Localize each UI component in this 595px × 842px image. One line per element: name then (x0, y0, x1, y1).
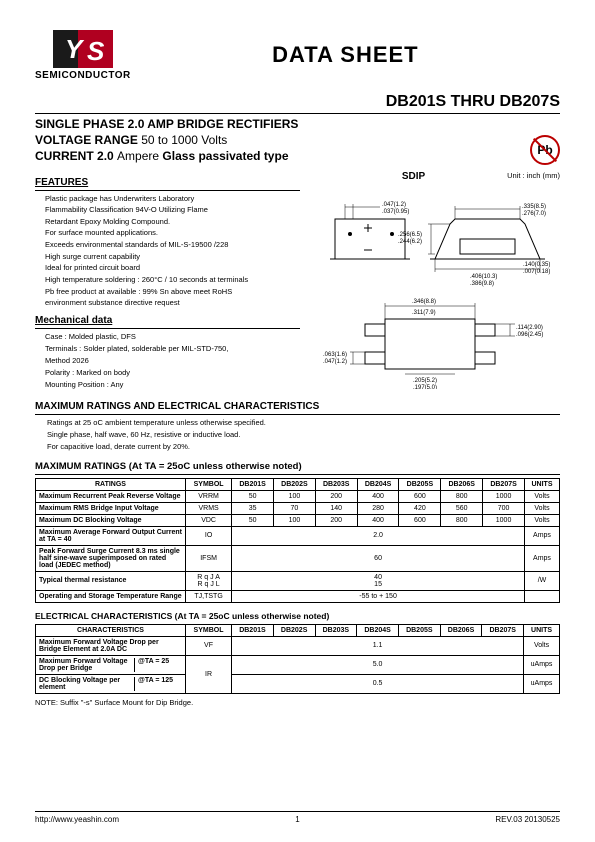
footer-page: 1 (295, 815, 299, 824)
dim: .256(6.5) (398, 232, 422, 238)
elec-char-title: ELECTRICAL CHARACTERISTICS (At TA = 25oC… (35, 611, 560, 621)
main-columns: FEATURES Plastic package has Underwriter… (35, 171, 560, 391)
ratings-section-title: MAXIMUM RATINGS AND ELECTRICAL CHARACTER… (35, 401, 560, 412)
pb-free-icon: Pb (530, 135, 560, 165)
dim: .047(1.2) (382, 202, 406, 208)
right-column: SDIP Unit : inch (mm) .047(1.2) .037(0.9… (320, 171, 560, 391)
spec-line1: SINGLE PHASE 2.0 AMP BRIDGE RECTIFIERS (35, 116, 298, 132)
dim: .205(5.2) (413, 378, 437, 384)
header: Y S SEMICONDUCTOR DATA SHEET (35, 30, 560, 81)
dim: .311(7.9) (412, 310, 436, 316)
feature-item: Flammability Classification 94V-O Utiliz… (45, 204, 300, 216)
mech-item: Terminals : Solder plated, solderable pe… (45, 343, 300, 355)
footnote: NOTE: Suffix "-s" Surface Mount for Dip … (35, 698, 560, 707)
dim: .386(9.8) (470, 281, 494, 287)
spec-line2: VOLTAGE RANGE 50 to 1000 Volts (35, 132, 298, 148)
dim: .037(0.95) (382, 209, 409, 215)
spec-heading: SINGLE PHASE 2.0 AMP BRIDGE RECTIFIERS V… (35, 116, 298, 165)
feature-item: Retardant Epoxy Molding Compound. (45, 216, 300, 228)
divider (35, 414, 560, 415)
part-range-row: DB201S THRU DB207S (35, 89, 560, 111)
package-diagram-bottom: .346(8.8) .311(7.9) .063(1.6) .047(1.2) … (320, 294, 560, 389)
semiconductor-label: SEMICONDUCTOR (35, 70, 131, 81)
mech-item: Case : Molded plastic, DFS (45, 331, 300, 343)
spec-line3: CURRENT 2.0 Ampere Glass passivated type (35, 148, 298, 164)
feature-item: Pb free product at available : 99% Sn ab… (45, 286, 300, 298)
spec-head-row: SINGLE PHASE 2.0 AMP BRIDGE RECTIFIERS V… (35, 116, 560, 165)
feature-item: Plastic package has Underwriters Laborat… (45, 193, 300, 205)
package-label: SDIP (320, 171, 507, 182)
mech-list: Case : Molded plastic, DFSTerminals : So… (35, 331, 300, 391)
title-block: DATA SHEET (131, 30, 560, 68)
mech-item: Method 2026 (45, 355, 300, 367)
feature-item: Exceeds environmental standards of MIL-S… (45, 239, 300, 251)
footer: http://www.yeashin.com 1 REV.03 20130525 (35, 811, 560, 824)
divider (35, 190, 300, 191)
dim: .346(8.8) (412, 299, 436, 305)
ratings-notes: Ratings at 25 oC ambient temperature unl… (35, 417, 560, 453)
dim: .335(8.5) (522, 204, 546, 210)
dim: .047(1.2) (323, 359, 347, 365)
footer-rev: REV.03 20130525 (495, 815, 560, 824)
doc-title: DATA SHEET (131, 42, 560, 68)
divider (35, 474, 560, 475)
dim: .007(0.18) (523, 269, 550, 275)
svg-text:Y: Y (65, 34, 85, 64)
dim: .114(2.90) (516, 325, 543, 331)
ratings-note-line: For capacitive load, derate current by 2… (47, 441, 560, 453)
dim: .406(10.3) (470, 274, 497, 280)
feature-item: For surface mounted applications. (45, 227, 300, 239)
dim: .197(5.0) (413, 385, 437, 389)
divider (35, 328, 300, 329)
logo-block: Y S SEMICONDUCTOR (35, 30, 131, 81)
mech-title: Mechanical data (35, 315, 300, 326)
features-list: Plastic package has Underwriters Laborat… (35, 193, 300, 309)
part-range: DB201S THRU DB207S (386, 93, 560, 111)
feature-item: High temperature soldering : 260°C / 10 … (45, 274, 300, 286)
dim: .140(0.35) (523, 262, 550, 268)
dim: .063(1.6) (323, 352, 347, 358)
left-column: FEATURES Plastic package has Underwriter… (35, 171, 300, 391)
max-ratings-table: RATINGSSYMBOLDB201SDB202SDB203SDB204SDB2… (35, 478, 560, 603)
ratings-note-line: Ratings at 25 oC ambient temperature unl… (47, 417, 560, 429)
max-ratings-title: MAXIMUM RATINGS (At TA = 25oC unless oth… (35, 461, 560, 472)
mech-item: Mounting Position : Any (45, 379, 300, 391)
dim: .244(6.2) (398, 239, 422, 245)
mech-item: Polarity : Marked on body (45, 367, 300, 379)
features-title: FEATURES (35, 177, 300, 188)
unit-label: Unit : inch (mm) (507, 171, 560, 182)
logo-icon: Y S (53, 30, 113, 68)
ratings-note-line: Single phase, half wave, 60 Hz, resistiv… (47, 429, 560, 441)
divider (35, 113, 560, 114)
feature-item: High surge current capability (45, 251, 300, 263)
logo: Y S (53, 30, 113, 68)
feature-item: Ideal for printed circuit board (45, 262, 300, 274)
footer-url: http://www.yeashin.com (35, 815, 119, 824)
dim: .096(2.45) (516, 332, 543, 338)
elec-characteristics-table: CHARACTERISTICSSYMBOLDB201SDB202SDB203SD… (35, 624, 560, 694)
svg-text:S: S (87, 36, 105, 66)
package-diagram-top: .047(1.2) .037(0.95) .335(8.5) .276(7.0)… (320, 184, 560, 294)
feature-item: environment substance directive request (45, 297, 300, 309)
dim: .276(7.0) (522, 211, 546, 217)
